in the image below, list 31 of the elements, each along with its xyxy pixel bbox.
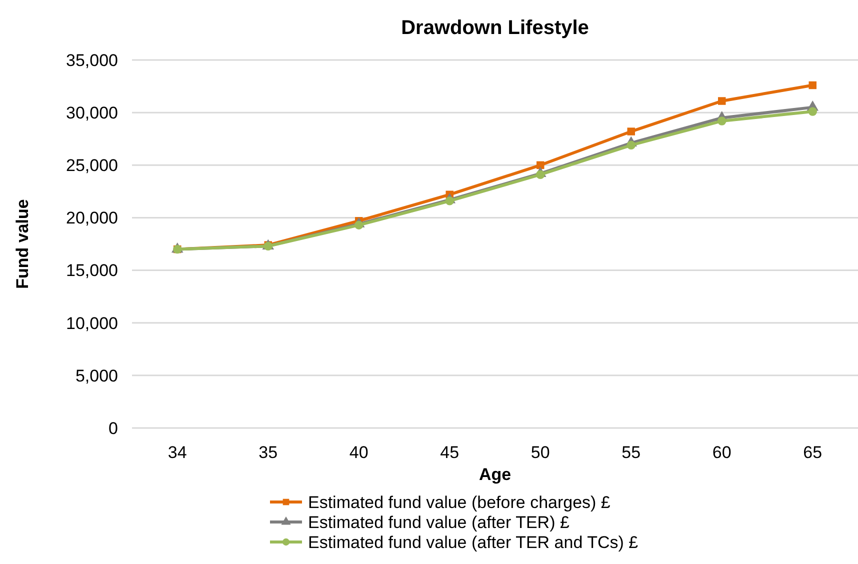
x-tick-label: 45 [440, 443, 460, 462]
point [718, 116, 726, 126]
point [808, 81, 816, 90]
y-tick-label: 20,000 [66, 208, 118, 228]
x-tick-label: 40 [349, 443, 368, 462]
x-tick-label: 65 [803, 443, 822, 462]
point [536, 170, 545, 179]
y-tick-label: 25,000 [66, 156, 118, 176]
y-tick-label: 35,000 [66, 50, 118, 70]
x-tick-label: 34 [168, 443, 187, 462]
legend-label: Estimated fund value (after TER) £ [308, 512, 570, 532]
x-tick-label: 50 [530, 443, 550, 462]
x-axis-title: Age [478, 465, 512, 484]
point [626, 140, 636, 150]
x-tick-label: 60 [712, 443, 732, 462]
y-tick-label: 10,000 [66, 314, 118, 333]
point [808, 107, 817, 116]
chart-title: Drawdown Lifestyle [401, 17, 589, 39]
legend-label: Estimated fund value (after TER and TCs) £ [308, 532, 639, 552]
point [718, 97, 726, 105]
y-tick-label: 30,000 [66, 104, 118, 123]
point [627, 128, 635, 136]
y-tick-label: 5,000 [75, 366, 118, 386]
y-axis-title: Fund value [13, 199, 32, 289]
x-tick-label: 55 [622, 443, 641, 462]
point [445, 196, 454, 206]
y-tick-label: 15,000 [66, 261, 118, 280]
point [354, 220, 364, 230]
legend-label: Estimated fund value (before charges) £ [308, 492, 611, 512]
y-tick-label: 0 [108, 418, 118, 438]
x-tick-label: 35 [258, 443, 278, 462]
